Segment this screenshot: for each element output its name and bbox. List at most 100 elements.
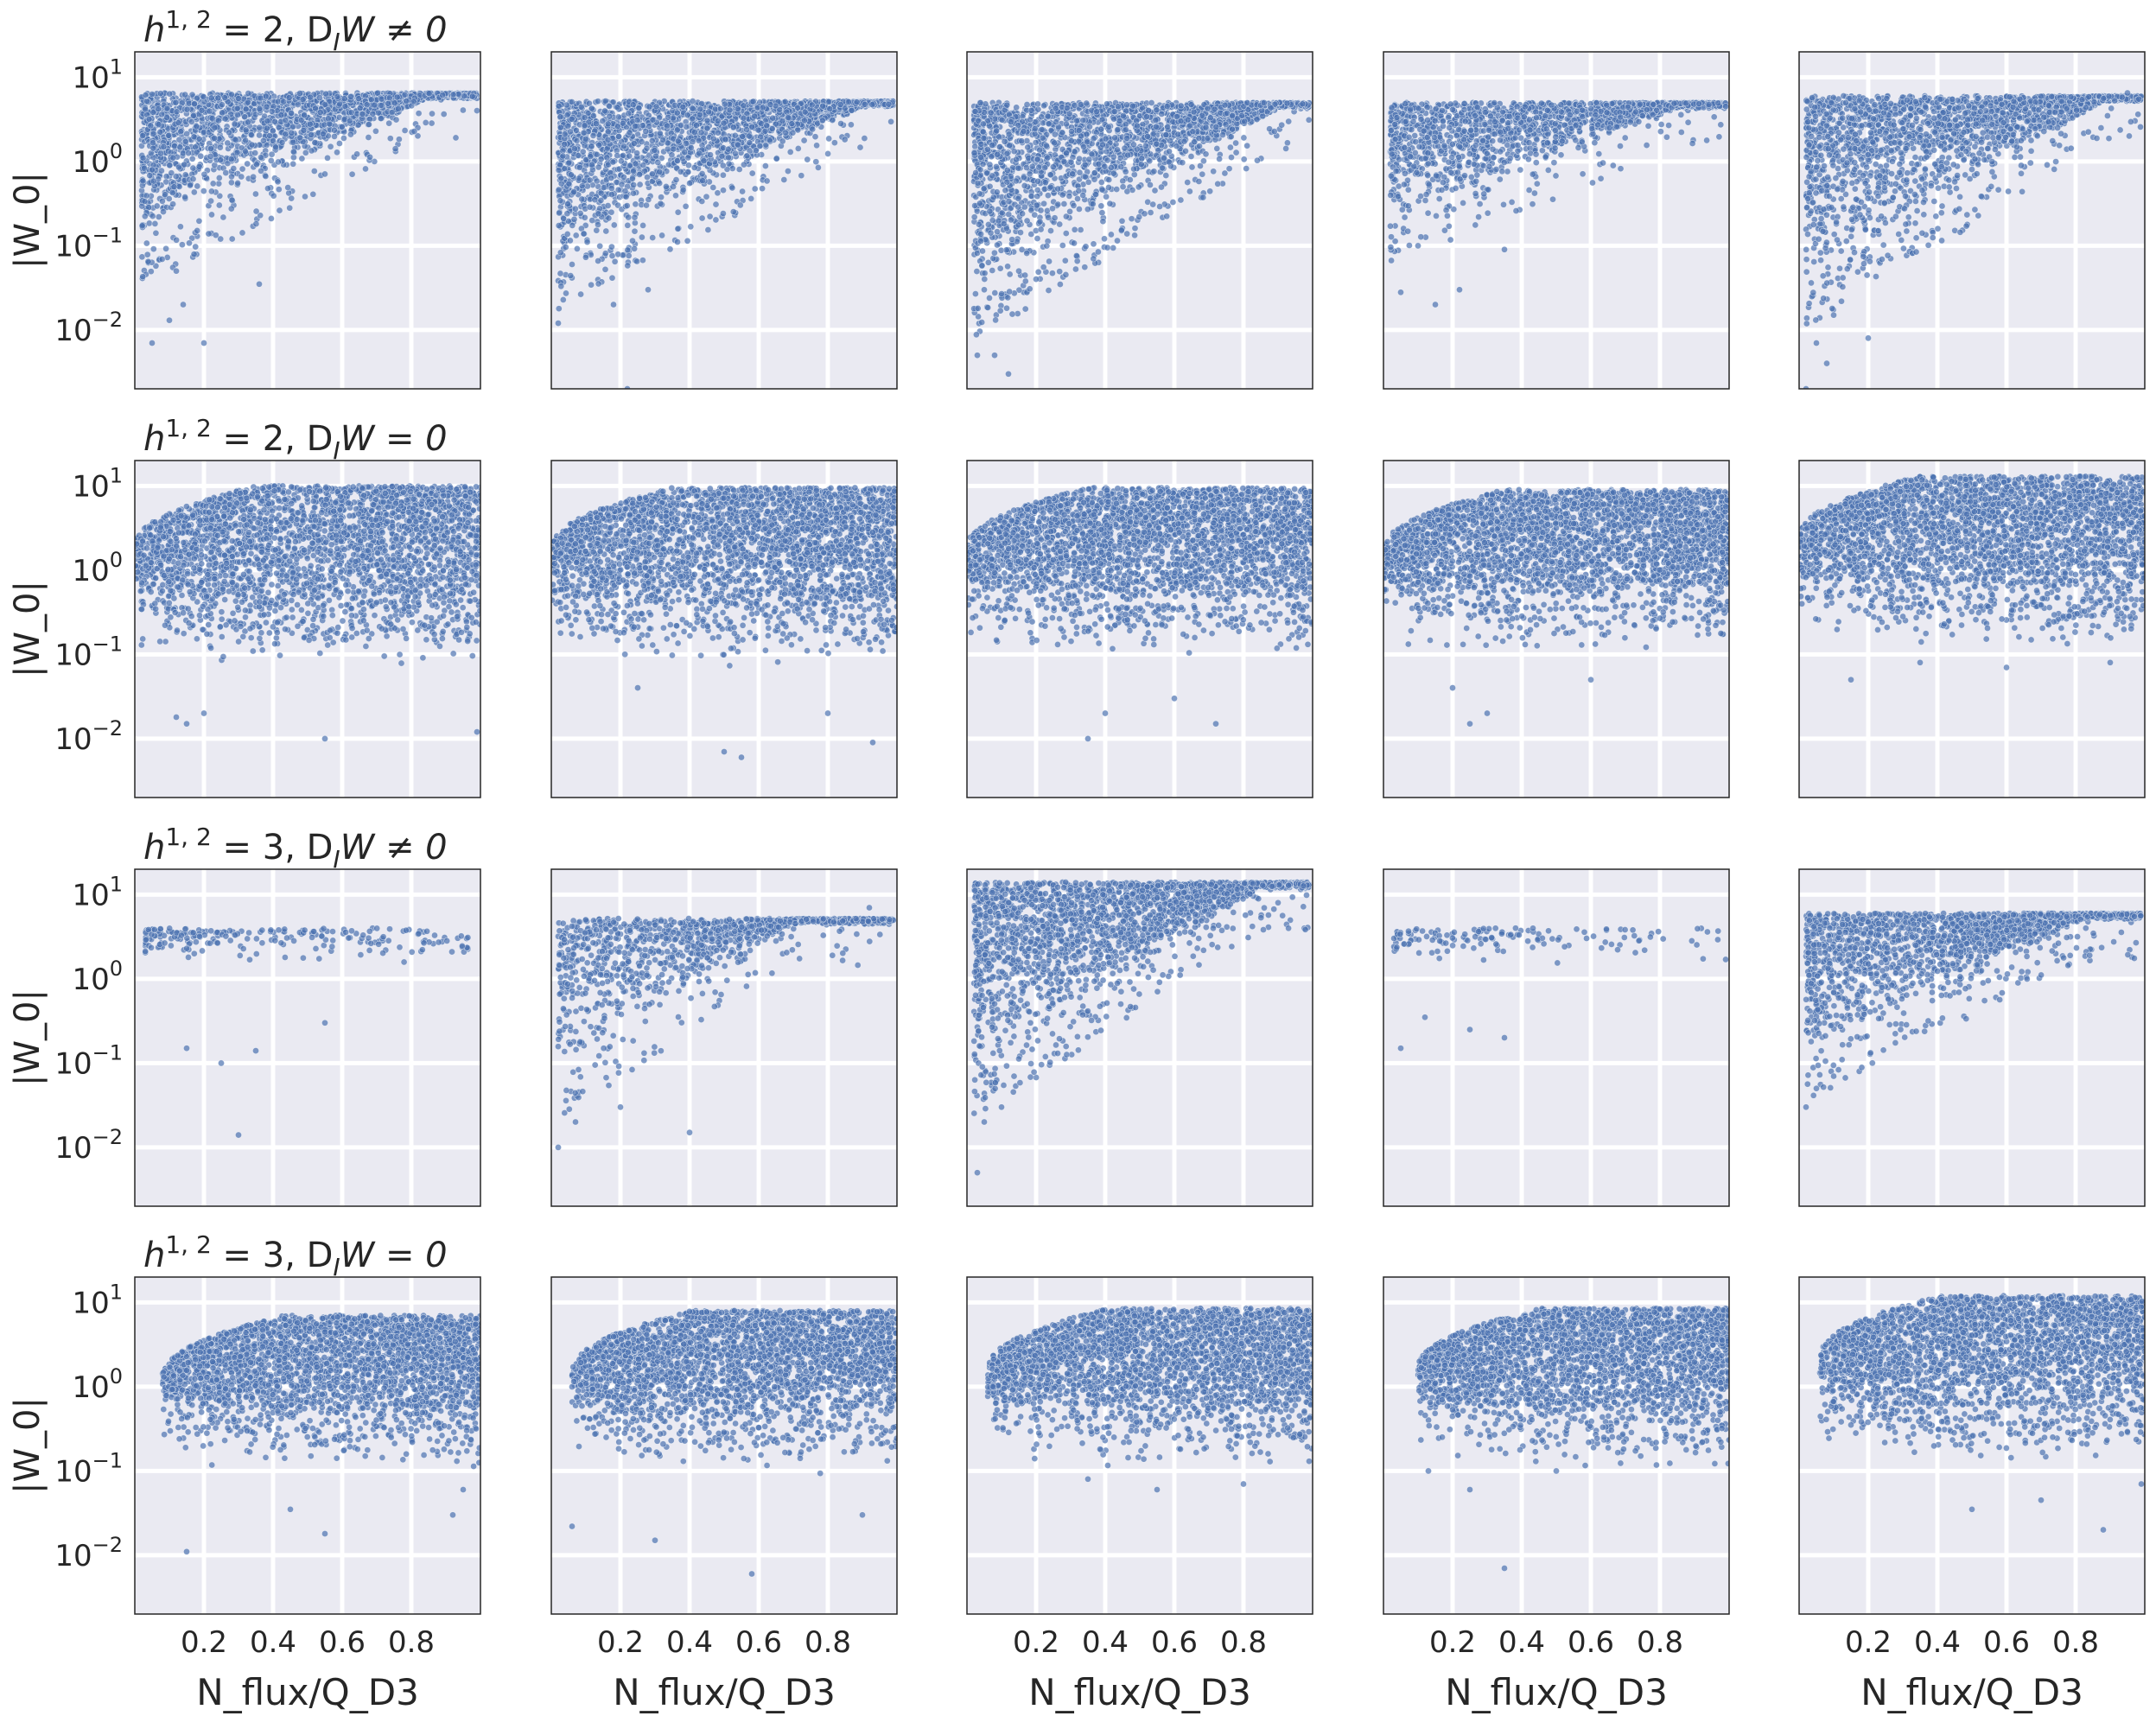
- data-point: [169, 189, 176, 196]
- data-point: [1113, 186, 1121, 193]
- data-point: [335, 140, 343, 147]
- data-point: [736, 201, 744, 209]
- data-point: [347, 130, 354, 138]
- data-point: [779, 137, 786, 145]
- data-point: [684, 154, 692, 162]
- data-point: [561, 140, 568, 148]
- data-point: [557, 175, 565, 182]
- data-point: [200, 187, 207, 194]
- data-point: [181, 171, 189, 179]
- data-point: [620, 173, 627, 181]
- data-point: [187, 181, 194, 189]
- data-point: [630, 181, 638, 188]
- data-point: [572, 205, 579, 213]
- data-point: [366, 121, 372, 128]
- data-point: [301, 111, 308, 119]
- data-point: [581, 213, 588, 221]
- data-point: [410, 128, 418, 135]
- data-point: [636, 170, 643, 178]
- data-point: [277, 111, 285, 118]
- data-point: [649, 116, 657, 124]
- data-point: [385, 94, 393, 102]
- data-point: [173, 236, 180, 244]
- data-point: [149, 166, 156, 174]
- data-point: [1114, 237, 1121, 245]
- data-point: [334, 93, 341, 100]
- data-point: [679, 103, 687, 111]
- data-point: [250, 173, 257, 181]
- data-point: [556, 249, 564, 257]
- data-point: [716, 105, 724, 112]
- data-point: [244, 99, 251, 106]
- data-point: [1047, 227, 1054, 234]
- data-point: [346, 117, 353, 124]
- data-point: [593, 177, 601, 185]
- data-point: [149, 109, 157, 117]
- data-point: [625, 213, 633, 221]
- data-point: [321, 170, 328, 178]
- data-point: [595, 257, 601, 264]
- data-point: [428, 119, 436, 127]
- data-point: [289, 123, 296, 130]
- data-point: [794, 144, 802, 152]
- data-point: [811, 133, 819, 141]
- data-point: [789, 129, 797, 137]
- data-point: [162, 191, 169, 199]
- data-point: [166, 316, 173, 324]
- data-point: [324, 115, 332, 123]
- data-point: [306, 120, 314, 128]
- data-point: [139, 154, 147, 162]
- data-point: [629, 237, 636, 245]
- data-point: [781, 98, 789, 105]
- data-point: [146, 172, 154, 179]
- data-point: [674, 137, 682, 145]
- data-point: [567, 128, 574, 136]
- data-point: [563, 230, 571, 238]
- data-point: [608, 274, 616, 282]
- data-point: [629, 175, 636, 182]
- data-point: [656, 180, 664, 187]
- data-point: [192, 143, 199, 151]
- data-point: [763, 122, 771, 130]
- y-tick-label: 101: [72, 54, 123, 95]
- data-point: [377, 115, 385, 122]
- data-point: [385, 119, 393, 127]
- data-point: [395, 136, 403, 143]
- data-point: [557, 283, 565, 290]
- data-point: [673, 109, 681, 117]
- data-point: [595, 221, 601, 228]
- data-point: [597, 156, 605, 163]
- data-point: [242, 126, 250, 134]
- data-point: [163, 105, 171, 112]
- data-point: [394, 105, 402, 112]
- data-point: [359, 111, 366, 118]
- data-point: [606, 103, 614, 110]
- data-point: [257, 212, 264, 219]
- data-point: [761, 127, 769, 135]
- data-point: [340, 95, 348, 103]
- data-point: [576, 163, 583, 171]
- data-point: [153, 202, 161, 210]
- data-point: [695, 137, 703, 144]
- title-text: = 2, D: [212, 10, 334, 50]
- title-tail: W ≠ 0: [340, 10, 448, 50]
- data-point: [230, 165, 238, 172]
- data-point: [372, 127, 379, 135]
- data-point: [579, 148, 587, 156]
- data-point: [242, 105, 250, 113]
- data-point: [714, 189, 722, 197]
- data-point: [635, 105, 643, 111]
- data-point: [158, 256, 166, 263]
- data-point: [602, 98, 609, 105]
- data-point: [868, 101, 876, 108]
- data-point: [748, 169, 756, 177]
- data-point: [808, 101, 816, 109]
- data-point: [324, 154, 331, 162]
- data-point: [319, 130, 327, 137]
- data-point: [841, 136, 849, 143]
- data-point: [194, 226, 201, 234]
- data-point: [588, 105, 595, 112]
- data-point: [720, 187, 727, 194]
- data-point: [208, 211, 215, 219]
- data-point: [586, 176, 594, 184]
